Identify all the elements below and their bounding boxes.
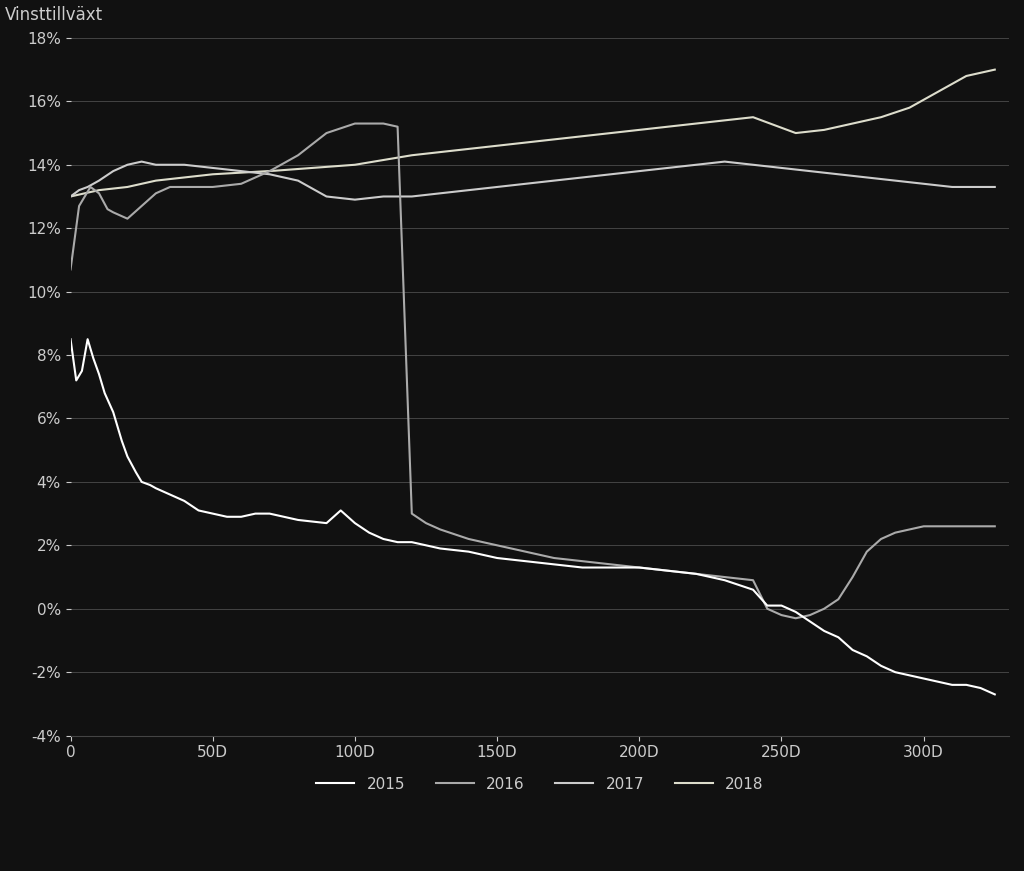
2015 (656, 564, 669, 575)
2017 (221, 165, 233, 175)
Legend: 2015, 2016, 2017, 2018: 2015, 2016, 2017, 2018 (310, 771, 770, 798)
2015 (218, 511, 230, 522)
2016 (988, 521, 1000, 531)
2016 (127, 208, 139, 219)
2017 (761, 161, 773, 172)
2017 (522, 179, 535, 189)
2018 (127, 180, 139, 191)
Line: 2018: 2018 (71, 70, 994, 197)
2017 (65, 192, 77, 202)
Line: 2017: 2017 (71, 162, 994, 199)
2018 (756, 115, 768, 125)
2017 (127, 159, 139, 169)
2015 (127, 462, 139, 472)
Y-axis label: Vinsttillväxt: Vinsttillväxt (5, 6, 103, 24)
2018 (744, 112, 757, 123)
2017 (750, 160, 762, 171)
2015 (516, 556, 528, 566)
2015 (988, 689, 1000, 699)
2017 (135, 157, 147, 167)
2016 (658, 565, 671, 576)
2018 (516, 138, 528, 148)
2016 (746, 575, 759, 585)
2018 (656, 122, 669, 132)
2016 (519, 546, 531, 557)
2017 (662, 163, 674, 173)
Line: 2015: 2015 (71, 339, 994, 694)
2016 (349, 118, 361, 129)
2017 (988, 182, 1000, 192)
2015 (744, 584, 757, 594)
Line: 2016: 2016 (71, 124, 994, 618)
2017 (349, 194, 361, 205)
2015 (756, 594, 768, 604)
2016 (65, 264, 77, 274)
2015 (65, 334, 77, 344)
2018 (218, 168, 230, 179)
2018 (65, 192, 77, 202)
2016 (790, 613, 802, 624)
2016 (759, 598, 771, 608)
2016 (218, 180, 230, 191)
2018 (988, 64, 1000, 75)
